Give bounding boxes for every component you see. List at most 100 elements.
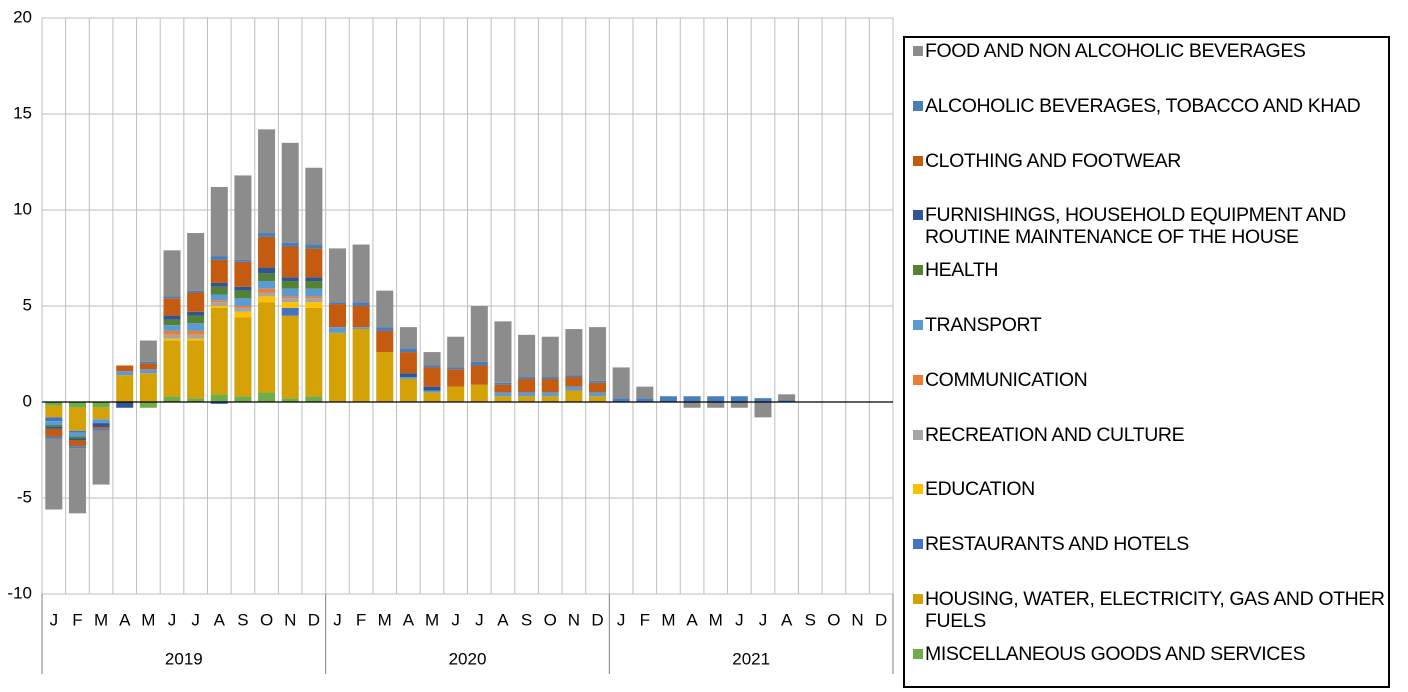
bar-segment (589, 380, 607, 383)
bar-segment (258, 233, 276, 237)
bar-segment (281, 246, 299, 278)
bar-segment (92, 419, 110, 424)
x-tick-label: D (591, 610, 603, 629)
legend-item: TRANSPORT (913, 314, 1388, 336)
bar-segment (234, 286, 252, 291)
bar-segment (730, 402, 748, 408)
bar-segment (376, 327, 394, 331)
bar-segment (565, 375, 583, 378)
bar-segment (470, 384, 488, 402)
bar-segment (518, 392, 536, 397)
legend-swatch (913, 374, 923, 385)
bar-segment (565, 377, 583, 387)
bar-segment (163, 298, 181, 316)
bar-segment (447, 367, 465, 370)
bar-segment (45, 425, 63, 427)
legend-label: RECREATION AND CULTURE (925, 423, 1185, 446)
bar-segment (163, 334, 181, 339)
bar-segment (210, 282, 228, 287)
bar-segment (281, 298, 299, 303)
legend-label: HOUSING, WATER, ELECTRICITY, GAS AND OTH… (925, 588, 1385, 632)
bar-segment (68, 436, 86, 439)
bar-segment (210, 307, 228, 395)
bar-segment (352, 306, 370, 328)
bar-segment (187, 315, 205, 324)
bar-segment (494, 384, 512, 393)
x-tick-label: F (356, 610, 366, 629)
x-tick-label: N (284, 610, 296, 629)
bar-segment (470, 365, 488, 385)
x-tick-label: S (237, 610, 248, 629)
x-tick-label: A (119, 610, 131, 629)
legend: FOOD AND NON ALCOHOLIC BEVERAGES ALCOHOLI… (903, 36, 1390, 688)
bar-segment (92, 423, 110, 427)
bar-segment (305, 281, 323, 289)
bar-segment (139, 369, 157, 374)
bar-segment (234, 396, 252, 402)
bar-segment (163, 315, 181, 320)
bar-segment (234, 311, 252, 318)
bar-segment (352, 327, 370, 330)
bar-segment (281, 315, 299, 399)
x-tick-label: A (686, 610, 698, 629)
bar-segment (92, 407, 110, 420)
legend-label: FOOD AND NON ALCOHOLIC BEVERAGES (925, 40, 1306, 62)
bar-segment (328, 302, 346, 305)
bar-segment (730, 396, 748, 402)
bar-segment (423, 352, 441, 366)
bar-segment (258, 129, 276, 234)
bar-segment (258, 292, 276, 297)
legend-label: RESTAURANTS AND HOTELS (925, 533, 1189, 556)
x-tick-label: J (168, 610, 177, 629)
bar-segment (565, 386, 583, 391)
legend-item: RECREATION AND CULTURE (913, 424, 1388, 446)
year-label: 2019 (165, 649, 203, 668)
legend-label: CLOTHING AND FOOTWEAR (925, 149, 1181, 172)
x-tick-label: A (403, 610, 415, 629)
x-tick-label: O (827, 610, 840, 629)
legend-item: MISCELLANEOUS GOODS AND SERVICES (913, 643, 1388, 665)
legend-item: HEALTH (913, 259, 1388, 281)
bar-segment (352, 244, 370, 303)
x-tick-label: O (544, 610, 557, 629)
bar-segment (683, 402, 701, 408)
bar-segment (45, 402, 63, 406)
bar-segment (116, 365, 134, 372)
bar-segment (281, 302, 299, 308)
x-tick-label: M (94, 610, 108, 629)
bar-segment (541, 336, 559, 378)
legend-swatch (913, 429, 923, 440)
bar-segment (778, 400, 796, 402)
bar-segment (187, 311, 205, 316)
bar-segment (494, 392, 512, 397)
x-tick-label: J (191, 610, 200, 629)
bar-segment (281, 307, 299, 316)
year-label: 2021 (732, 649, 770, 668)
bar-segment (707, 396, 725, 402)
bar-segment (163, 338, 181, 341)
bar-segment (399, 377, 417, 379)
x-tick-label: M (141, 610, 155, 629)
bar-segment (187, 292, 205, 312)
bar-segment (376, 330, 394, 353)
bar-segment (305, 298, 323, 303)
bar-segment (399, 373, 417, 378)
bar-segment (258, 267, 276, 274)
x-tick-label: D (875, 610, 887, 629)
x-tick-label: S (805, 610, 816, 629)
legend-item: FOOD AND NON ALCOHOLIC BEVERAGES (913, 40, 1388, 62)
legend-item: ALCOHOLIC BEVERAGES, TOBACCO AND KHAD (913, 95, 1388, 117)
bar-segment (210, 286, 228, 295)
x-tick-label: J (735, 610, 744, 629)
bar-segment (234, 306, 252, 308)
bar-segment (305, 288, 323, 297)
x-tick-label: F (640, 610, 650, 629)
bar-segment (68, 438, 86, 441)
bar-segment (92, 426, 110, 429)
bar-segment (234, 175, 252, 260)
bar-segment (68, 440, 86, 447)
bar-segment (163, 340, 181, 397)
bar-segment (305, 307, 323, 397)
bar-segment (589, 327, 607, 381)
